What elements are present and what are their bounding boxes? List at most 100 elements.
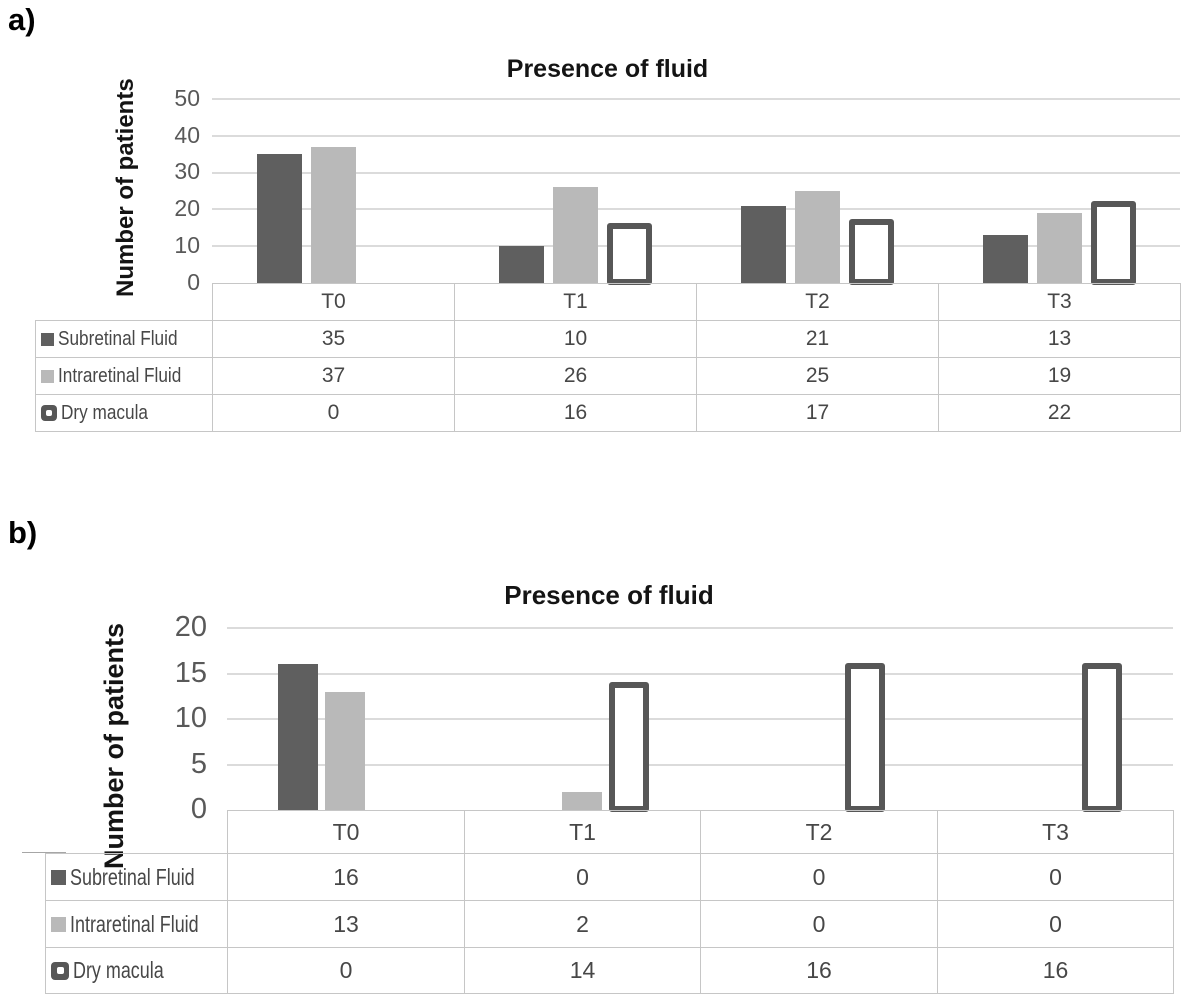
y-tick-label: 10: [174, 231, 200, 258]
value-cell-intraretinal-fluid-T0: 37: [212, 357, 455, 395]
bar-intraretinal-fluid-T0: [325, 691, 366, 810]
table-row-dry-macula: Dry macula 0 16 17 22: [35, 394, 1181, 432]
legend-label: Dry macula: [61, 401, 148, 424]
bar-dry-macula-T3: [1081, 663, 1122, 812]
gridline: [227, 672, 1173, 675]
gridline: [212, 134, 1180, 137]
legend-label: Intraretinal Fluid: [70, 910, 199, 937]
value-cell-dry-macula-T2: 16: [700, 947, 938, 994]
bar-subretinal-fluid-T1: [498, 246, 544, 283]
y-tick-label: 0: [190, 793, 207, 826]
gridline: [227, 627, 1173, 629]
data-table: T0 T1 T2 T3 Subretinal Fluid 16 0 0 0 Intraretina…: [45, 810, 1174, 994]
gridline: [212, 98, 1180, 100]
value-cell-intraretinal-fluid-T3: 0: [937, 900, 1174, 948]
legend-entry: Subretinal Fluid: [47, 864, 227, 891]
bar-subretinal-fluid-T2: [740, 205, 786, 283]
bar-subretinal-fluid-T3: [982, 235, 1028, 283]
value-cell-intraretinal-fluid-T1: 2: [464, 900, 701, 948]
bar-intraretinal-fluid-T1: [552, 187, 598, 283]
value-cell-subretinal-fluid-T0: 35: [212, 320, 455, 358]
legend-entry: Subretinal Fluid: [37, 327, 212, 351]
bar-dry-macula-T1: [606, 223, 652, 285]
table-corner: [46, 811, 228, 854]
table-row-intraretinal-fluid: Intraretinal Fluid 37 26 25 19: [35, 357, 1181, 395]
bar-intraretinal-fluid-T0: [310, 146, 356, 283]
y-tick-label: 40: [174, 121, 200, 148]
chart-title: Presence of fluid: [506, 55, 709, 83]
value-cell-intraretinal-fluid-T2: 0: [700, 900, 938, 948]
legend-label: Subretinal Fluid: [58, 327, 178, 350]
bar-subretinal-fluid-T0: [256, 154, 302, 283]
value-cell-dry-macula-T3: 22: [938, 394, 1181, 432]
y-tick-label: 20: [174, 611, 207, 644]
bar-dry-macula-T2: [848, 219, 894, 285]
gridline: [212, 208, 1180, 211]
legend-cell-subretinal-fluid: Subretinal Fluid: [45, 853, 228, 901]
y-tick-label: 15: [174, 656, 207, 689]
value-cell-dry-macula-T0: 0: [212, 394, 455, 432]
y-tick-label: 5: [190, 747, 207, 780]
y-tick-label: 30: [174, 158, 200, 185]
dry-macula-swatch-icon: [41, 405, 57, 421]
table-row-intraretinal-fluid: Intraretinal Fluid 13 2 0 0: [45, 900, 1174, 948]
panel-label-a: a): [8, 2, 36, 37]
column-header-t3: T3: [937, 810, 1174, 854]
plot-area: [227, 627, 1173, 812]
intraretinal-fluid-swatch-icon: [51, 916, 66, 932]
legend-label: Intraretinal Fluid: [58, 364, 182, 387]
column-header-t1: T1: [464, 810, 701, 854]
value-cell-dry-macula-T0: 0: [227, 947, 465, 994]
value-cell-subretinal-fluid-T3: 13: [938, 320, 1181, 358]
gridline: [227, 718, 1173, 720]
bar-intraretinal-fluid-T1: [561, 791, 602, 810]
legend-entry: Intraretinal Fluid: [47, 910, 227, 938]
legend-label: Dry macula: [73, 957, 164, 983]
subretinal-fluid-swatch-icon: [41, 332, 54, 346]
gridline: [227, 763, 1173, 766]
value-cell-subretinal-fluid-T3: 0: [937, 853, 1174, 901]
panel-label-b: b): [8, 515, 38, 550]
legend-entry: Dry macula: [37, 401, 212, 425]
gridline: [212, 171, 1180, 174]
bar-dry-macula-T1: [608, 681, 649, 812]
legend-entry: Dry macula: [47, 957, 227, 984]
bar-dry-macula-T3: [1090, 201, 1136, 285]
bar-subretinal-fluid-T0: [278, 664, 319, 810]
value-cell-dry-macula-T3: 16: [937, 947, 1174, 994]
y-tick-label: 0: [187, 268, 200, 295]
value-cell-intraretinal-fluid-T0: 13: [227, 900, 465, 948]
legend-cell-dry-macula: Dry macula: [45, 947, 228, 994]
value-cell-dry-macula-T1: 16: [454, 394, 697, 432]
legend-cell-intraretinal-fluid: Intraretinal Fluid: [45, 900, 228, 948]
legend-cell-subretinal-fluid: Subretinal Fluid: [35, 320, 213, 358]
value-cell-subretinal-fluid-T2: 0: [700, 853, 938, 901]
swatch-hole: [46, 410, 52, 416]
axis-tick-artifact: [22, 852, 66, 853]
y-tick-label: 10: [174, 702, 207, 735]
table-row-dry-macula: Dry macula 0 14 16 16: [45, 947, 1174, 994]
swatch-hole: [56, 967, 64, 974]
table-row-subretinal-fluid: Subretinal Fluid 16 0 0 0: [45, 853, 1174, 901]
legend-cell-dry-macula: Dry macula: [35, 394, 213, 432]
y-tick-label: 20: [174, 195, 200, 222]
value-cell-intraretinal-fluid-T3: 19: [938, 357, 1181, 395]
chart-title: Presence of fluid: [504, 580, 714, 610]
table-row-subretinal-fluid: Subretinal Fluid 35 10 21 13: [35, 320, 1181, 358]
plot-area: [212, 98, 1180, 285]
bar-intraretinal-fluid-T3: [1036, 213, 1082, 283]
legend-cell-intraretinal-fluid: Intraretinal Fluid: [35, 357, 213, 395]
bar-intraretinal-fluid-T2: [794, 191, 840, 283]
dry-macula-swatch-icon: [51, 961, 69, 980]
data-table: T0 T1 T2 T3 Subretinal Fluid 35 10 21 13 Intraret…: [35, 283, 1181, 432]
value-cell-subretinal-fluid-T1: 0: [464, 853, 701, 901]
column-header-t0: T0: [212, 283, 455, 321]
subretinal-fluid-swatch-icon: [51, 869, 66, 885]
legend-entry: Intraretinal Fluid: [37, 364, 212, 388]
column-header-t0: T0: [227, 810, 465, 854]
value-cell-dry-macula-T1: 14: [464, 947, 701, 994]
gridline: [212, 245, 1180, 248]
bar-dry-macula-T2: [845, 663, 886, 812]
column-header-t2: T2: [700, 810, 938, 854]
